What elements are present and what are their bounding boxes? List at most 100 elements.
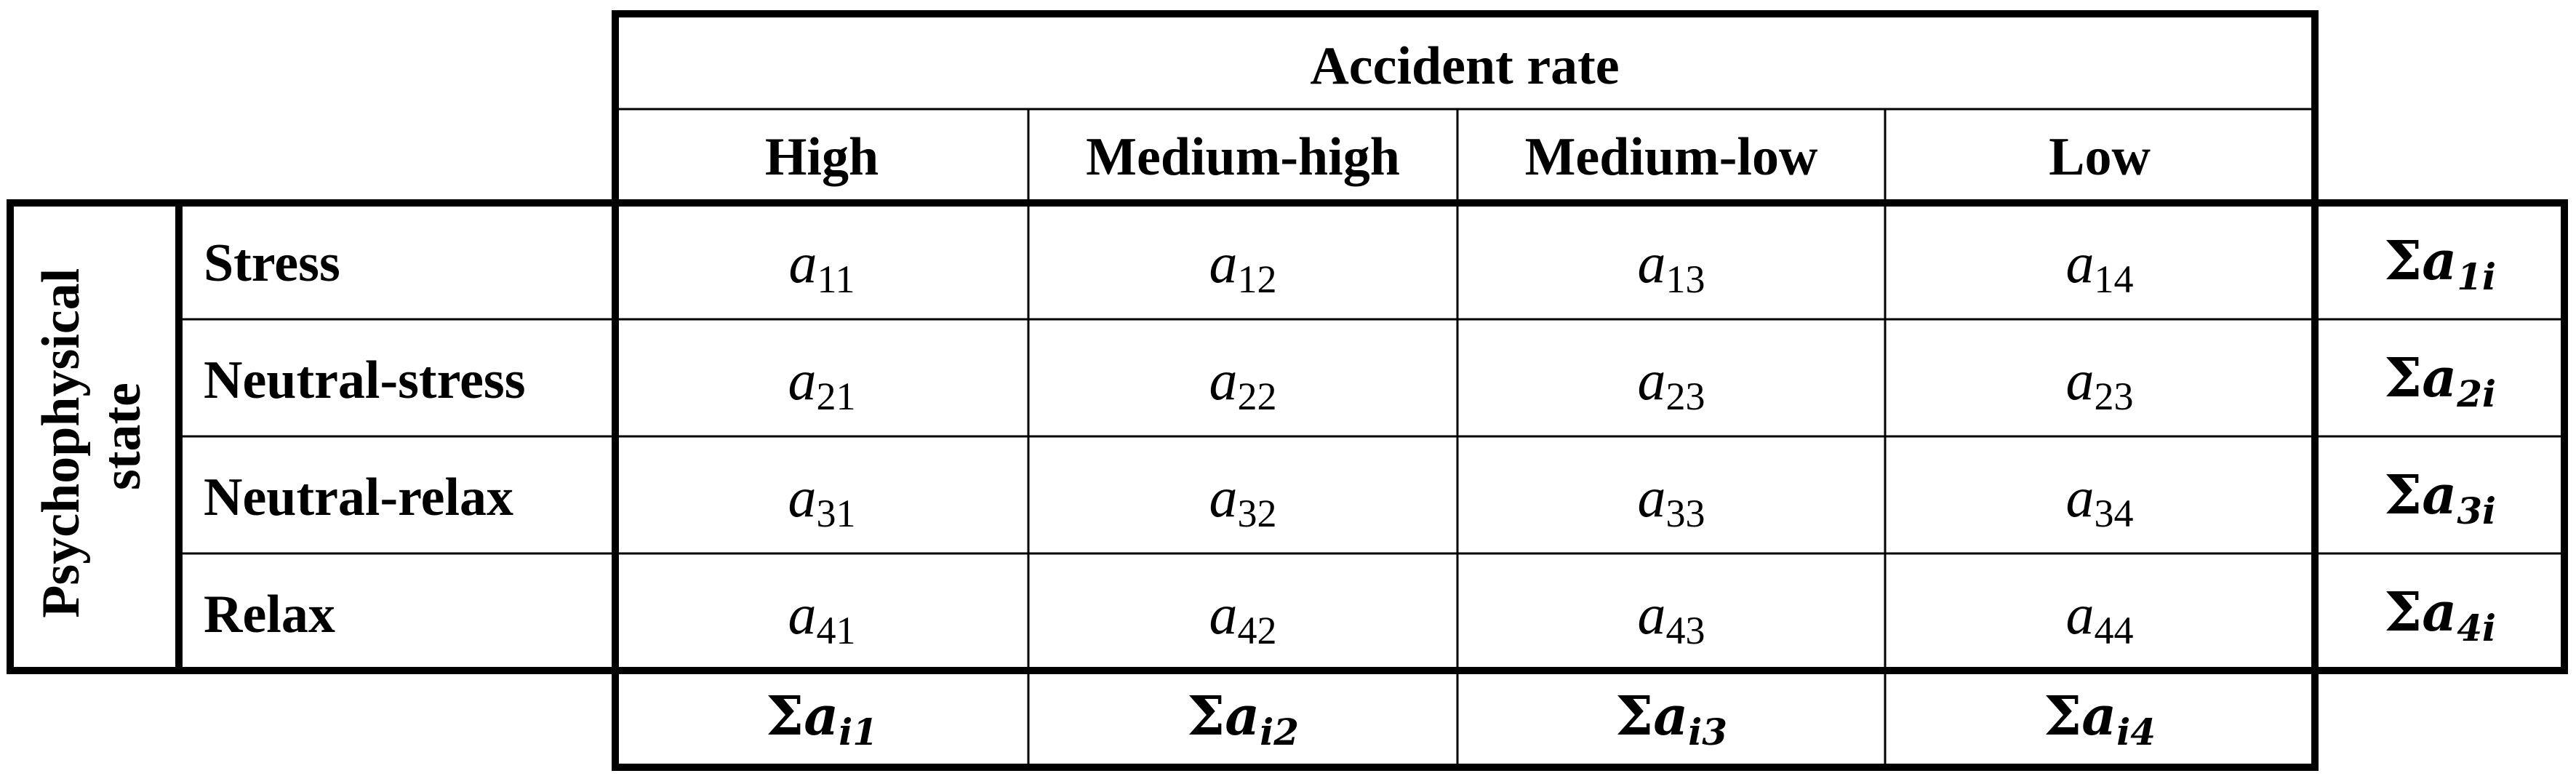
sum-variable: a: [2422, 347, 2457, 409]
cell-value: a14: [2066, 231, 2134, 301]
sigma-symbol: Σ: [2044, 685, 2081, 748]
sum-subscript: 2i: [2456, 372, 2496, 415]
sum-subscript: i1: [839, 711, 878, 753]
cell-value: a11: [789, 231, 855, 301]
column-sum: Σai4: [2044, 685, 2156, 753]
row-sum: Σa2i: [2384, 347, 2496, 415]
row-label-neutral-relax: Neutral-relax: [204, 468, 513, 527]
cell-subscript: 34: [2095, 492, 2134, 535]
cell-variable: a: [2066, 583, 2095, 646]
row-group-header-line-1: Psychophysical: [31, 268, 91, 618]
cell-subscript: 12: [1238, 257, 1277, 301]
cell-value: a32: [1209, 465, 1277, 535]
cell-variable: a: [1638, 348, 1666, 412]
cell-value: a34: [2066, 465, 2134, 535]
cell-subscript: 11: [817, 257, 855, 301]
column-header-medium-low: Medium-low: [1525, 127, 1818, 187]
accident-rate-frame: [612, 10, 2319, 771]
cell-variable: a: [788, 465, 817, 529]
column-headers: High Medium-high Medium-low Low: [765, 127, 2151, 187]
sum-subscript: i3: [1688, 711, 1727, 753]
cell-value: a44: [2066, 583, 2134, 652]
sum-subscript: 1i: [2457, 255, 2496, 298]
row-sum: Σa4i: [2384, 581, 2496, 649]
sigma-symbol: Σ: [2384, 581, 2422, 644]
column-header-medium-high: Medium-high: [1086, 127, 1400, 187]
cell-variable: a: [1209, 231, 1238, 295]
column-header-high: High: [765, 127, 879, 187]
cell-subscript: 42: [1238, 609, 1277, 652]
sum-variable: a: [2081, 685, 2116, 748]
sum-variable: a: [2422, 464, 2457, 527]
sum-subscript: i2: [1260, 711, 1299, 753]
cell-variable: a: [1209, 583, 1238, 646]
column-sums: Σai1 Σai2 Σai3 Σai4: [766, 685, 2156, 753]
cell-value: a42: [1209, 583, 1277, 652]
sum-variable: a: [804, 685, 839, 748]
column-header-low: Low: [2049, 127, 2151, 187]
cell-value: a31: [788, 465, 856, 535]
cell-subscript: 41: [817, 609, 856, 652]
cell-value: a41: [788, 583, 856, 652]
row-label-neutral-stress: Neutral-stress: [204, 351, 526, 410]
row-group-header: Psychophysical state: [31, 255, 152, 618]
table-grid: [7, 10, 2568, 771]
cell-variable: a: [1209, 465, 1238, 529]
cell-subscript: 44: [2095, 609, 2134, 652]
sigma-symbol: Σ: [2384, 347, 2422, 409]
cell-value: a43: [1638, 583, 1705, 652]
sigma-symbol: Σ: [766, 685, 804, 748]
cell-subscript: 23: [1666, 375, 1705, 418]
cell-value: a22: [1209, 348, 1277, 418]
cell-variable: a: [789, 231, 817, 295]
column-sum: Σai1: [766, 685, 878, 753]
cell-variable: a: [788, 348, 817, 412]
cell-variable: a: [1209, 348, 1238, 412]
cell-variable: a: [2066, 348, 2095, 412]
sum-variable: a: [1653, 685, 1688, 748]
sigma-symbol: Σ: [2384, 230, 2422, 292]
row-sum: Σa1i: [2384, 230, 2496, 298]
cell-subscript: 22: [1238, 375, 1277, 418]
psychophysical-frame: [7, 199, 2568, 674]
cell-variable: a: [2066, 465, 2095, 529]
cell-subscript: 32: [1238, 492, 1277, 535]
cell-value: a23: [1638, 348, 1705, 418]
sum-subscript: 4i: [2457, 607, 2496, 649]
column-sum: Σai2: [1187, 685, 1299, 753]
cell-value: a23: [2066, 348, 2134, 418]
column-sum: Σai3: [1615, 685, 1727, 753]
cell-variable: a: [2066, 231, 2095, 295]
row-label-relax: Relax: [204, 585, 335, 644]
cell-value: a13: [1638, 231, 1705, 301]
cell-subscript: 21: [817, 375, 856, 418]
cell-variable: a: [1638, 231, 1666, 295]
row-sum: Σa3i: [2384, 464, 2496, 532]
sum-subscript: i4: [2116, 711, 2156, 753]
cell-subscript: 31: [817, 492, 856, 535]
cell-value: a21: [788, 348, 856, 418]
cell-value: a33: [1638, 465, 1705, 535]
cell-subscript: 23: [2095, 375, 2134, 418]
cell-variable: a: [788, 583, 817, 646]
row-group-header-line-2: state: [92, 383, 152, 490]
row-label-stress: Stress: [204, 233, 340, 293]
sum-variable: a: [2422, 581, 2457, 644]
sigma-symbol: Σ: [2384, 464, 2422, 527]
sigma-symbol: Σ: [1615, 685, 1653, 748]
sigma-symbol: Σ: [1187, 685, 1225, 748]
cell-subscript: 33: [1666, 492, 1705, 535]
column-group-header: Accident rate: [1310, 36, 1619, 96]
cell-variable: a: [1638, 465, 1666, 529]
cell-subscript: 14: [2095, 257, 2134, 301]
sum-variable: a: [2422, 230, 2457, 292]
sum-variable: a: [1225, 685, 1260, 748]
sum-subscript: 3i: [2457, 489, 2496, 532]
row-labels: Stress Neutral-stress Neutral-relax Rela…: [204, 233, 526, 644]
cell-subscript: 13: [1666, 257, 1705, 301]
cell-value: a12: [1209, 231, 1277, 301]
cell-variable: a: [1638, 583, 1666, 646]
